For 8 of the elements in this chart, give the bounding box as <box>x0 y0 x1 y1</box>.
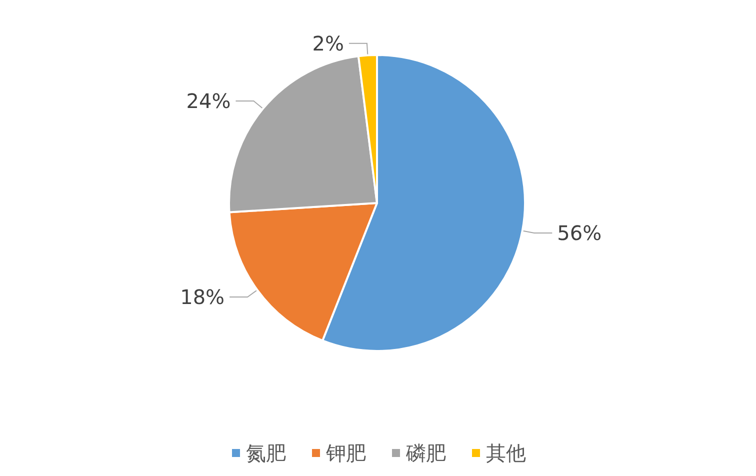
legend-label: 氮肥 <box>246 441 286 465</box>
data-label: 2% <box>312 31 344 56</box>
legend-label: 磷肥 <box>405 441 446 465</box>
data-label: 18% <box>180 285 225 310</box>
legend-label: 其他 <box>486 441 526 465</box>
data-label: 24% <box>186 89 231 114</box>
legend-label: 钾肥 <box>325 441 366 465</box>
data-label: 56% <box>557 220 602 245</box>
